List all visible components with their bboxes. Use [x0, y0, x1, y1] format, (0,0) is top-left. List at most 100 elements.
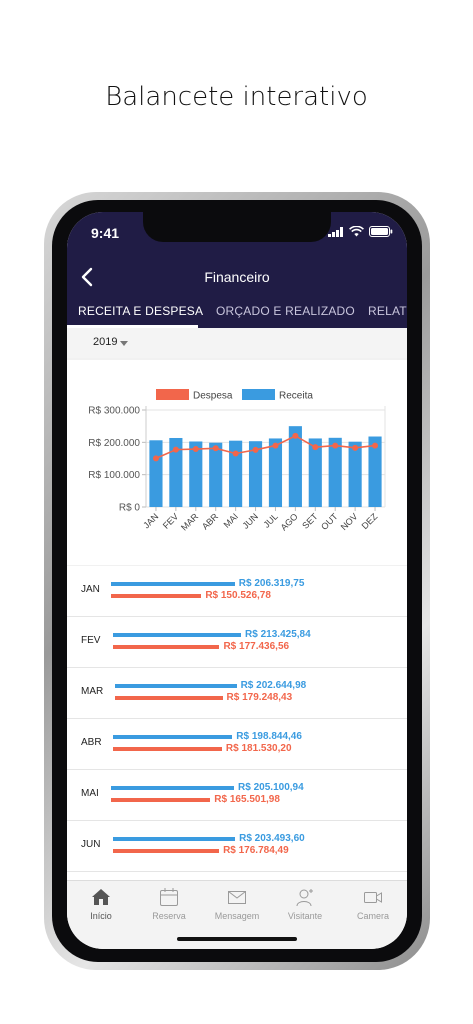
despesa-bar	[115, 696, 223, 700]
tab-orcado-realizado[interactable]: ORÇADO E REALIZADO	[216, 304, 355, 318]
legend-label: Despesa	[193, 391, 233, 402]
point-despesa	[252, 446, 259, 453]
page-caption: Balancete interativo	[105, 82, 368, 112]
list-row[interactable]: FEV R$ 213.425,84 R$ 177.436,56	[67, 617, 407, 668]
x-tick-label: JAN	[141, 511, 160, 530]
point-despesa	[332, 442, 339, 449]
bar-receita	[229, 440, 243, 507]
list-row[interactable]: MAI R$ 205.100,94 R$ 165.501,98	[67, 770, 407, 821]
despesa-bar	[111, 594, 202, 598]
point-despesa	[192, 446, 199, 453]
list-row[interactable]: ABR R$ 198.844,46 R$ 181.530,20	[67, 719, 407, 770]
bar-receita	[209, 442, 223, 507]
x-tick-label: SET	[300, 511, 320, 531]
tab-camera-label: Camera	[356, 911, 389, 921]
year-select-value: 2019	[93, 336, 118, 348]
navbar: Financeiro	[67, 258, 407, 298]
point-despesa	[172, 446, 179, 453]
receita-value: R$ 205.100,94	[238, 782, 304, 793]
receita-bar	[113, 837, 236, 841]
x-tick-label: FEV	[161, 511, 180, 530]
battery-icon	[369, 226, 393, 237]
receita-value: R$ 198.844,46	[236, 731, 302, 742]
point-despesa	[152, 455, 159, 462]
row-month-label: ABR	[81, 737, 102, 748]
x-tick-label: JUL	[261, 511, 279, 529]
tab-mensagem[interactable]: Mensagem	[203, 887, 271, 921]
bar-receita	[149, 440, 163, 507]
x-tick-label: JUN	[241, 511, 260, 530]
receita-bar	[111, 786, 235, 790]
despesa-bar	[113, 747, 222, 751]
page-title: Financeiro	[204, 269, 270, 285]
point-despesa	[292, 432, 299, 439]
despesa-bar	[113, 645, 220, 649]
y-tick-label: R$ 100.000	[88, 470, 140, 481]
row-month-label: JUN	[81, 839, 101, 850]
bar-receita	[348, 441, 362, 507]
tab-bar-top: RECEITA E DESPESA ORÇADO E REALIZADO REL…	[67, 298, 407, 328]
y-tick-label: R$ 0	[119, 503, 141, 514]
home-indicator	[177, 937, 297, 941]
x-tick-label: MAR	[179, 511, 201, 533]
year-select[interactable]: 2019	[67, 328, 407, 358]
x-tick-label: NOV	[339, 511, 360, 532]
phone-screen: 9:41 Financeiro RECEITA E DESPESA	[67, 212, 407, 949]
status-icons	[328, 226, 393, 237]
legend-swatch	[156, 389, 189, 400]
camera-icon	[364, 892, 382, 903]
tab-relatorio[interactable]: RELATO	[368, 304, 407, 318]
cellular-signal-icon	[328, 226, 343, 237]
bar-receita	[268, 438, 283, 507]
receita-bar	[115, 684, 237, 688]
receita-bar	[113, 735, 233, 739]
bar-receita	[189, 441, 203, 507]
despesa-bar	[113, 849, 220, 853]
tab-visitante[interactable]: Visitante	[271, 887, 339, 921]
point-despesa	[352, 444, 359, 451]
despesa-value: R$ 165.501,98	[214, 794, 280, 805]
bottom-tab-bar: Início Reserva Mensagem Visitante	[67, 880, 407, 949]
despesa-value: R$ 150.526,78	[205, 590, 271, 601]
row-month-label: MAI	[81, 788, 99, 799]
legend-swatch	[242, 389, 275, 400]
notch	[143, 212, 331, 242]
bar-receita	[308, 438, 322, 507]
line-despesa	[155, 434, 376, 460]
caret-down-icon	[120, 341, 128, 346]
bar-receita	[169, 437, 183, 507]
list-row[interactable]: MAR R$ 202.644,98 R$ 179.248,43	[67, 668, 407, 719]
bar-receita	[288, 426, 302, 507]
row-month-label: MAR	[81, 686, 104, 697]
bar-receita	[368, 436, 382, 507]
point-despesa	[272, 442, 279, 449]
calendar-icon	[160, 888, 178, 906]
monthly-list: JAN R$ 206.319,75 R$ 150.526,78 FEV R$ 213.4…	[67, 566, 407, 880]
receita-value: R$ 202.644,98	[240, 680, 307, 691]
receita-bar	[111, 582, 235, 586]
list-row[interactable]: JUN R$ 203.493,60 R$ 176.784,49	[67, 821, 407, 872]
back-chevron-icon[interactable]	[75, 264, 101, 290]
x-tick-label: ABR	[200, 511, 221, 532]
x-tick-label: DEZ	[360, 511, 380, 531]
visitor-icon	[296, 889, 313, 907]
tab-reserva[interactable]: Reserva	[135, 887, 203, 921]
tab-camera[interactable]: Camera	[339, 887, 407, 921]
bar-receita	[248, 441, 263, 507]
tab-receita-despesa[interactable]: RECEITA E DESPESA	[78, 304, 204, 318]
tab-mensagem-label: Mensagem	[214, 911, 260, 921]
point-despesa	[212, 445, 219, 452]
point-despesa	[232, 450, 239, 457]
despesa-value: R$ 176.784,49	[223, 845, 289, 856]
row-month-label: JAN	[81, 584, 100, 595]
tab-inicio[interactable]: Início	[67, 887, 135, 921]
tab-visitante-label: Visitante	[287, 911, 323, 921]
receita-value: R$ 203.493,60	[239, 833, 305, 844]
y-tick-label: R$ 300.000	[88, 406, 140, 417]
wifi-icon	[349, 226, 364, 237]
x-tick-label: AGO	[279, 511, 300, 532]
row-month-label: FEV	[81, 635, 101, 646]
list-row[interactable]: JAN R$ 206.319,75 R$ 150.526,78	[67, 566, 407, 617]
x-tick-label: OUT	[319, 511, 340, 532]
receita-value: R$ 213.425,84	[245, 629, 311, 640]
